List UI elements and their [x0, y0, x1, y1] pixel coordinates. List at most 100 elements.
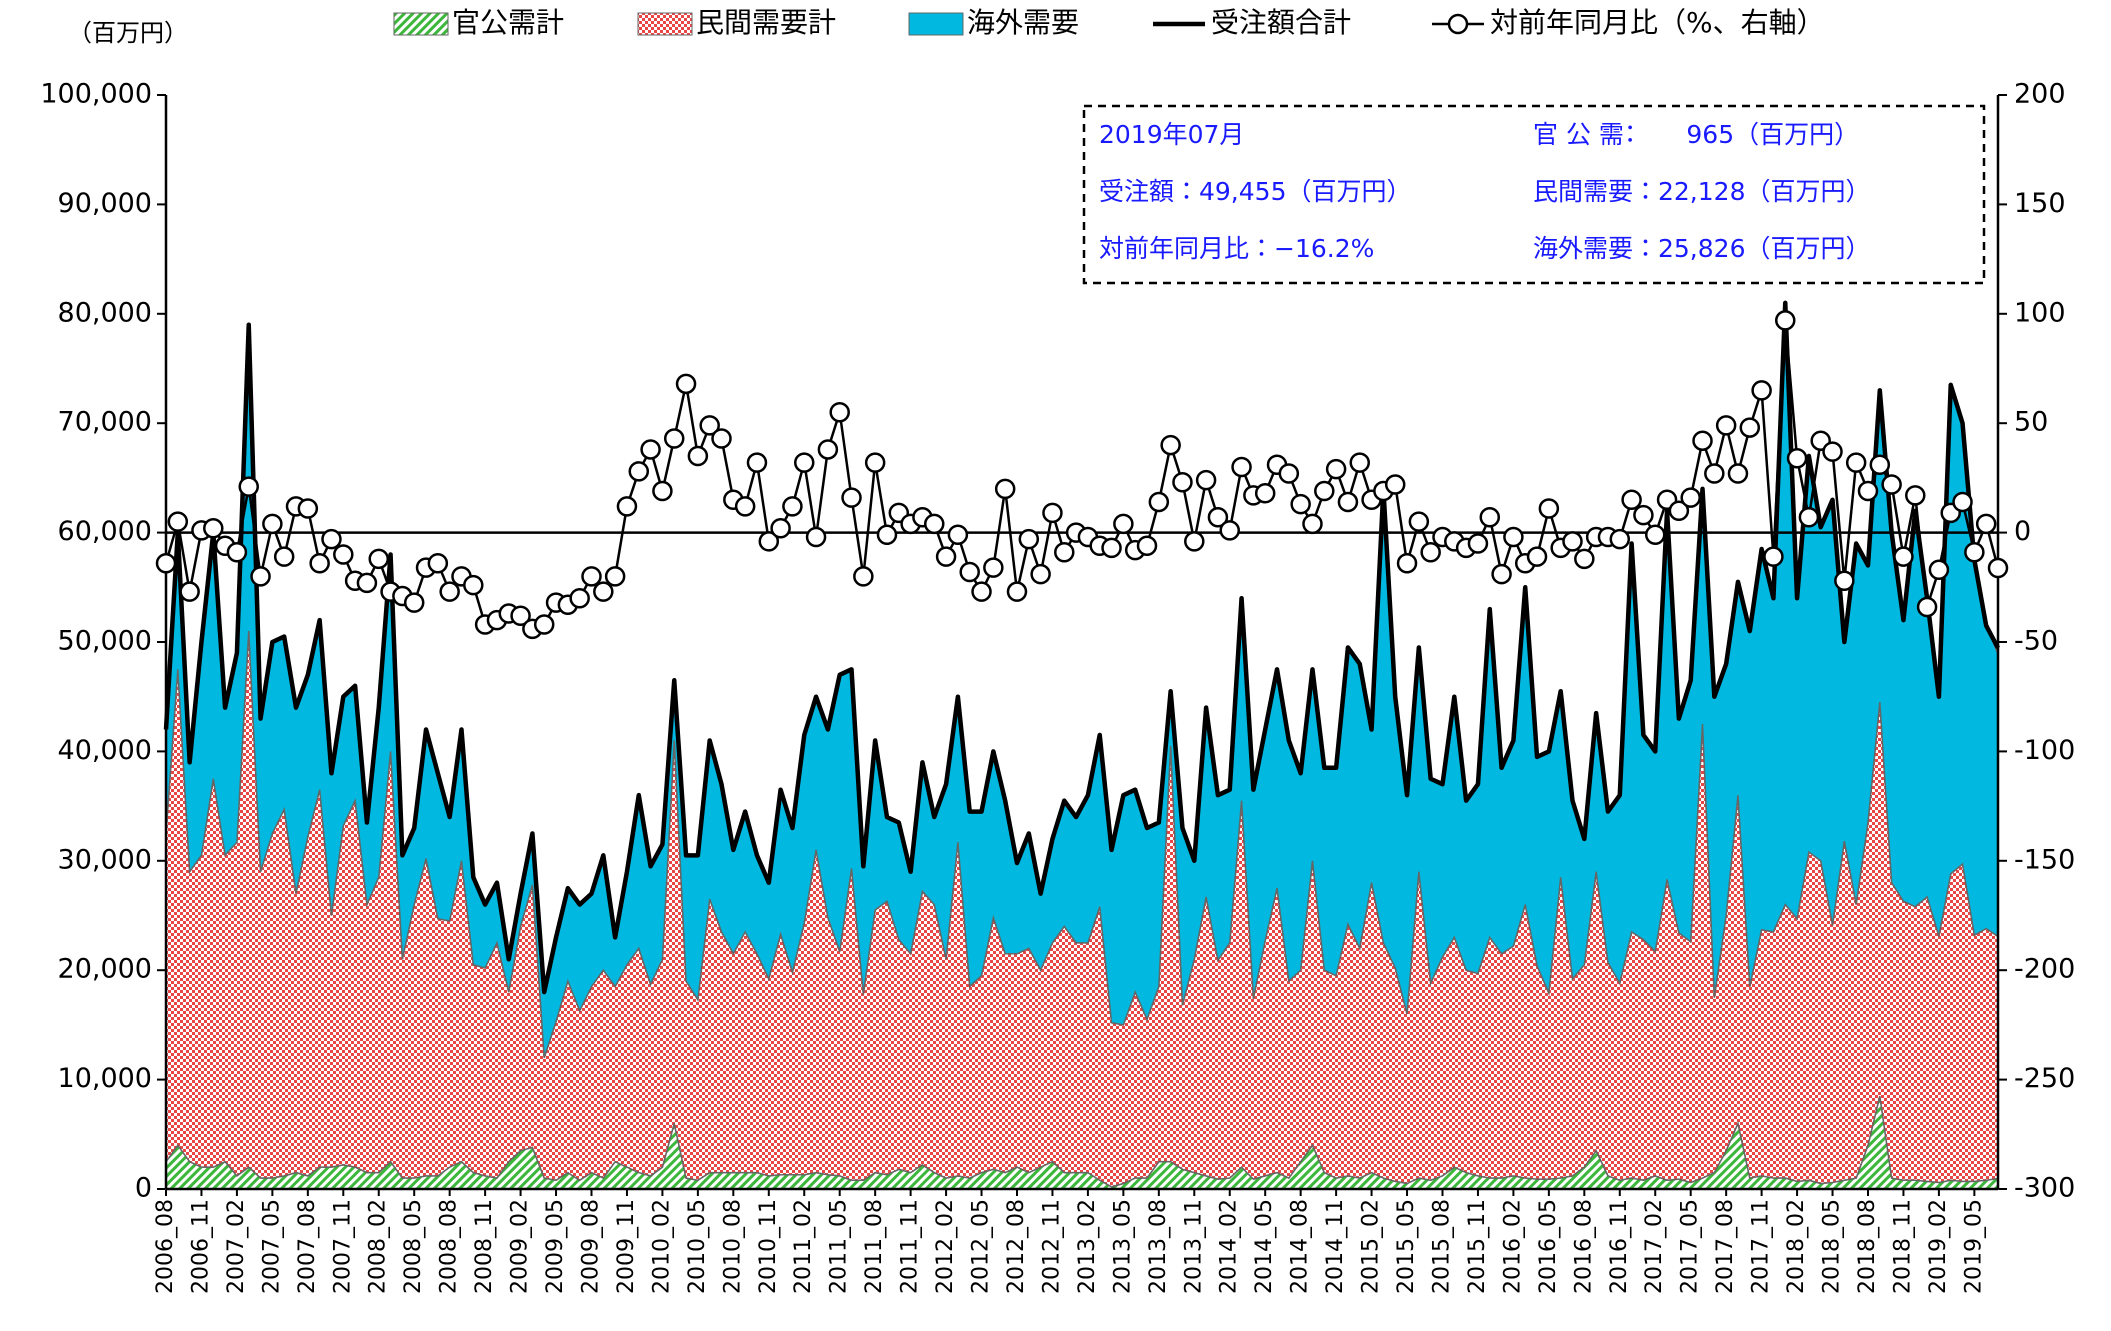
marker [746, 452, 768, 473]
annotation: 海外需要：25,826（百万円） [1533, 234, 1870, 263]
marker [1739, 417, 1761, 438]
marker [1893, 546, 1914, 567]
x-tick-label: 2010_11 [756, 1199, 781, 1294]
marker [1290, 493, 1311, 515]
x-tick-label: 2010_05 [685, 1199, 710, 1294]
x-tick-label: 2006_11 [188, 1199, 213, 1294]
marker [1337, 491, 1359, 513]
x-tick-label: 2009_11 [614, 1199, 639, 1294]
marker [971, 581, 992, 602]
x-tick-label: 2013_08 [1146, 1199, 1171, 1294]
marker [1420, 542, 1441, 563]
marker [1964, 542, 1985, 563]
y2-tick-label: -100 [2014, 735, 2075, 766]
y-tick-label: 80,000 [58, 297, 152, 328]
marker [734, 496, 756, 517]
y2-tick-label: 200 [2014, 79, 2066, 110]
x-tick-label: 2019_05 [1961, 1199, 1986, 1294]
x-tick-label: 2015_08 [1429, 1199, 1454, 1294]
marker [805, 526, 827, 548]
marker [226, 542, 248, 563]
marker [581, 566, 602, 587]
marker [1798, 507, 1820, 528]
marker [1562, 531, 1583, 552]
x-tick-label: 2015_11 [1465, 1199, 1490, 1294]
marker [203, 517, 224, 539]
y-tick-label: 30,000 [58, 844, 152, 875]
x-tick-label: 2007_08 [295, 1199, 320, 1294]
legend-marker [1447, 13, 1469, 35]
y-tick-label: 50,000 [58, 626, 152, 657]
marker [675, 373, 697, 395]
x-tick-label: 2017_08 [1713, 1199, 1738, 1294]
marker [1325, 458, 1347, 480]
marker [924, 513, 945, 535]
marker [356, 572, 378, 594]
marker [1928, 559, 1950, 581]
marker [273, 546, 295, 567]
annotation: 官 公 需： 965（百万円） [1533, 120, 1859, 149]
marker [1905, 485, 1926, 506]
marker [1018, 528, 1040, 550]
marker [959, 561, 980, 583]
marker [616, 496, 638, 517]
x-tick-label: 2008_11 [472, 1199, 497, 1294]
x-tick-label: 2007_05 [259, 1199, 284, 1294]
marker [1727, 463, 1749, 484]
y2-tick-label: 50 [2014, 407, 2048, 438]
x-tick-label: 2013_02 [1075, 1199, 1100, 1294]
marker [297, 498, 319, 519]
x-tick-label: 2015_05 [1394, 1199, 1419, 1294]
legend-swatch [908, 12, 964, 36]
y-tick-label: 100,000 [40, 79, 152, 110]
x-tick-label: 2016_08 [1571, 1199, 1596, 1294]
legend-label: 海外需要 [967, 6, 1079, 39]
marker [1006, 581, 1028, 602]
x-tick-label: 2008_08 [437, 1199, 462, 1294]
x-tick-label: 2016_05 [1536, 1199, 1561, 1294]
legend-label: 官公需計 [452, 6, 564, 39]
marker [1219, 520, 1240, 541]
marker [1680, 487, 1701, 508]
x-tick-label: 2016_02 [1500, 1199, 1525, 1294]
marker [1491, 563, 1512, 585]
marker [1408, 511, 1430, 532]
marker [1314, 480, 1335, 502]
marker [1763, 546, 1784, 567]
x-tick-label: 2008_02 [366, 1199, 391, 1294]
legend-label: 民間需要計 [696, 6, 836, 39]
marker [262, 513, 283, 535]
marker [628, 461, 650, 482]
marker [1857, 480, 1879, 502]
x-tick-label: 2007_11 [330, 1199, 355, 1294]
marker [1574, 548, 1595, 570]
line [163, 300, 2000, 995]
marker [1526, 546, 1548, 567]
marker [1207, 507, 1229, 528]
marker [1881, 474, 1902, 495]
marker [1467, 533, 1489, 554]
y2-tick-label: -150 [2014, 844, 2075, 875]
annotation: 対前年同月比：−16.2% [1099, 234, 1374, 263]
marker [652, 480, 673, 502]
marker [1869, 454, 1891, 476]
marker [593, 581, 614, 602]
marker [1952, 491, 1973, 513]
y2-tick-label: 0 [2014, 516, 2031, 547]
marker [1822, 441, 1843, 462]
marker [238, 476, 259, 497]
marker [167, 511, 189, 532]
x-tick-label: 2011_11 [898, 1199, 923, 1294]
y-unit: （百万円） [68, 19, 188, 47]
marker [403, 592, 425, 613]
marker [829, 402, 850, 423]
marker [935, 546, 957, 567]
annotation: 民間需要：22,128（百万円） [1533, 177, 1870, 206]
marker [947, 524, 969, 546]
marker [427, 552, 449, 574]
marker [309, 552, 330, 574]
x-tick-label: 2018_08 [1855, 1199, 1880, 1294]
marker [179, 581, 200, 602]
marker [1113, 513, 1134, 535]
